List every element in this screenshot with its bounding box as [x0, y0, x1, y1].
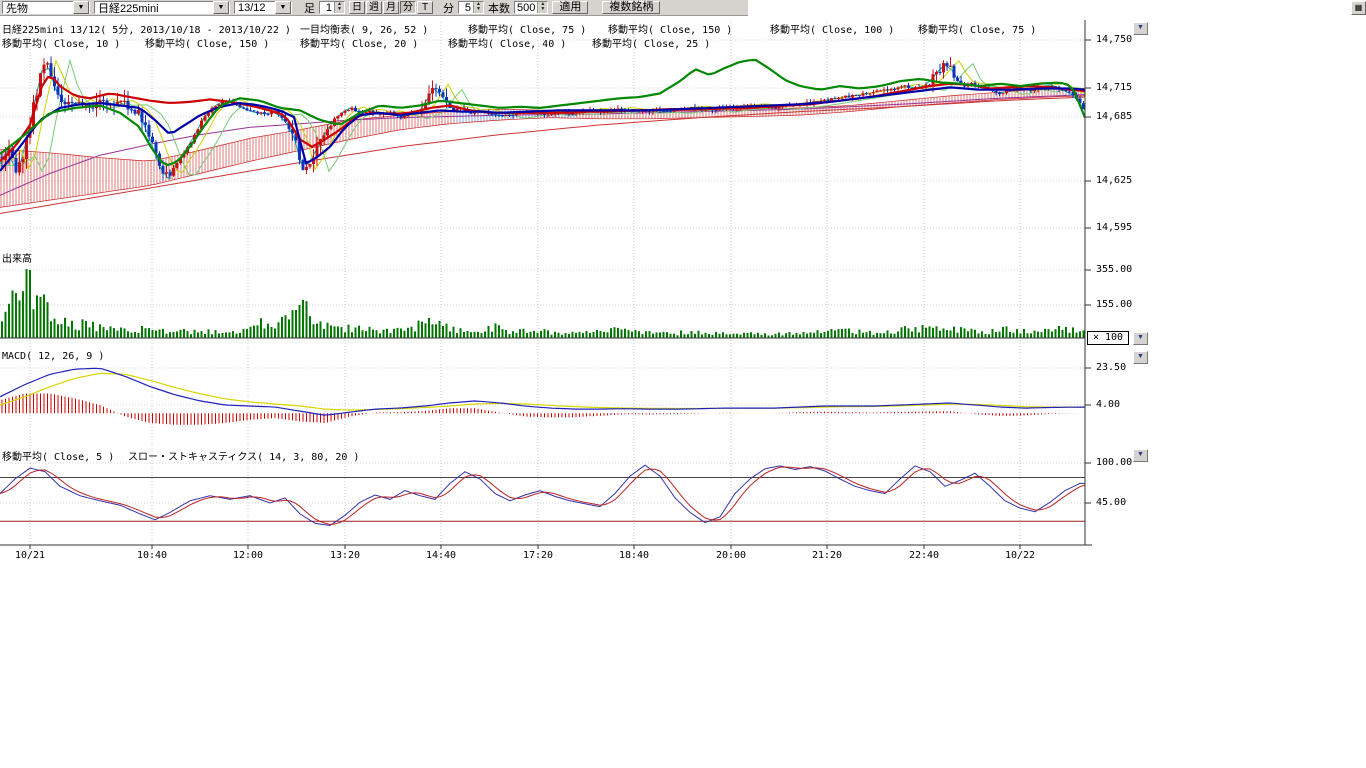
y-axis-label: 23.50: [1096, 362, 1126, 373]
pane-menu-button[interactable]: ▼: [1133, 351, 1148, 364]
toolbar: 先物 ▼ 日経225mini ▼ 13/12 ▼ 足 1 ▲▼ 日週月分T 分 …: [0, 0, 748, 16]
legend-item: 一目均衡表( 9, 26, 52 ): [300, 21, 428, 36]
legend-item: 移動平均( Close, 75 ): [918, 21, 1036, 36]
y-axis-label: 14,595: [1096, 222, 1132, 233]
chevron-down-icon[interactable]: ▼: [73, 1, 89, 14]
contract-month-value: 13/12: [235, 2, 269, 14]
contract-month-select[interactable]: 13/12 ▼: [234, 1, 292, 14]
bar-count-value: 500: [515, 2, 537, 14]
symbol-select[interactable]: 日経225mini ▼: [94, 1, 230, 14]
x-axis-label: 13:20: [321, 550, 369, 561]
macd-pane-label: MACD( 12, 26, 9 ): [2, 351, 104, 362]
period-button-T[interactable]: T: [417, 1, 433, 14]
bar-unit-spinner[interactable]: 1 ▲▼: [319, 1, 345, 14]
legend-item: 移動平均( Close, 150 ): [145, 35, 269, 50]
x-axis-label: 17:20: [514, 550, 562, 561]
x-axis-label: 18:40: [610, 550, 658, 561]
y-axis-label: 14,625: [1096, 175, 1132, 186]
legend-item: 移動平均( Close, 20 ): [300, 35, 418, 50]
apply-button[interactable]: 適用: [552, 1, 588, 14]
spinner-arrows-icon[interactable]: ▲▼: [334, 2, 344, 13]
y-axis-label: 4.00: [1096, 399, 1120, 410]
bar-unit-value: 1: [320, 2, 334, 14]
y-axis-label: 14,715: [1096, 82, 1132, 93]
y-axis-label: 14,750: [1096, 34, 1132, 45]
bar-count-label: 本数: [488, 0, 510, 16]
period-button-分[interactable]: 分: [400, 1, 416, 14]
minute-label: 分: [443, 0, 454, 16]
stoch-ma-label: 移動平均( Close, 5 ): [2, 448, 114, 463]
pane-menu-button[interactable]: ▼: [1133, 332, 1148, 345]
pane-menu-button[interactable]: ▼: [1133, 22, 1148, 35]
legend-item: 移動平均( Close, 150 ): [608, 21, 732, 36]
instrument-type-select[interactable]: 先物 ▼: [2, 1, 90, 14]
period-button-group: 日週月分T: [349, 1, 433, 14]
volume-pane-label: 出来高: [2, 250, 32, 265]
x-axis-label: 22:40: [900, 550, 948, 561]
minute-spinner[interactable]: 5 ▲▼: [458, 1, 484, 14]
bar-count-spinner[interactable]: 500 ▲▼: [514, 1, 548, 14]
period-button-月[interactable]: 月: [383, 1, 399, 14]
multiplier-box: × 100: [1087, 331, 1129, 345]
bar-type-label: 足: [304, 0, 315, 16]
legend-item: 移動平均( Close, 75 ): [468, 21, 586, 36]
y-axis-label: 155.00: [1096, 299, 1132, 310]
y-axis-label: 100.00: [1096, 457, 1132, 468]
symbol-value: 日経225mini: [95, 0, 162, 16]
x-axis-label: 20:00: [707, 550, 755, 561]
x-axis-label: 21:20: [803, 550, 851, 561]
x-axis-label: 10:40: [128, 550, 176, 561]
chevron-down-icon[interactable]: ▼: [213, 1, 229, 14]
period-button-週[interactable]: 週: [366, 1, 382, 14]
y-axis-label: 355.00: [1096, 264, 1132, 275]
legend-item: 移動平均( Close, 40 ): [448, 35, 566, 50]
spinner-arrows-icon[interactable]: ▲▼: [473, 2, 483, 13]
stoch-pane-label: スロー・ストキャスティクス( 14, 3, 80, 20 ): [128, 448, 359, 463]
x-axis-label: 10/21: [6, 550, 54, 561]
x-axis-label: 10/22: [996, 550, 1044, 561]
y-axis-label: 14,685: [1096, 111, 1132, 122]
window-grid-button[interactable]: ▦: [1351, 1, 1366, 15]
legend-item: 移動平均( Close, 100 ): [770, 21, 894, 36]
spinner-arrows-icon[interactable]: ▲▼: [537, 2, 547, 13]
instrument-type-value: 先物: [3, 0, 31, 16]
pane-menu-button[interactable]: ▼: [1133, 449, 1148, 462]
x-axis-label: 14:40: [417, 550, 465, 561]
legend-item: 移動平均( Close, 25 ): [592, 35, 710, 50]
chart-canvas[interactable]: [0, 0, 1160, 580]
y-axis-label: 45.00: [1096, 497, 1126, 508]
chevron-down-icon[interactable]: ▼: [275, 1, 291, 14]
period-button-日[interactable]: 日: [349, 1, 365, 14]
x-axis-label: 12:00: [224, 550, 272, 561]
multi-symbol-button[interactable]: 複数銘柄: [602, 1, 660, 14]
minute-value: 5: [459, 2, 473, 14]
legend-item: 日経225mini 13/12( 5分, 2013/10/18 - 2013/1…: [2, 21, 291, 36]
legend-item: 移動平均( Close, 10 ): [2, 35, 120, 50]
trading-chart-app: { "toolbar": { "instrument_type": "先物", …: [0, 0, 1366, 768]
grid-icon: ▦: [1355, 3, 1363, 12]
